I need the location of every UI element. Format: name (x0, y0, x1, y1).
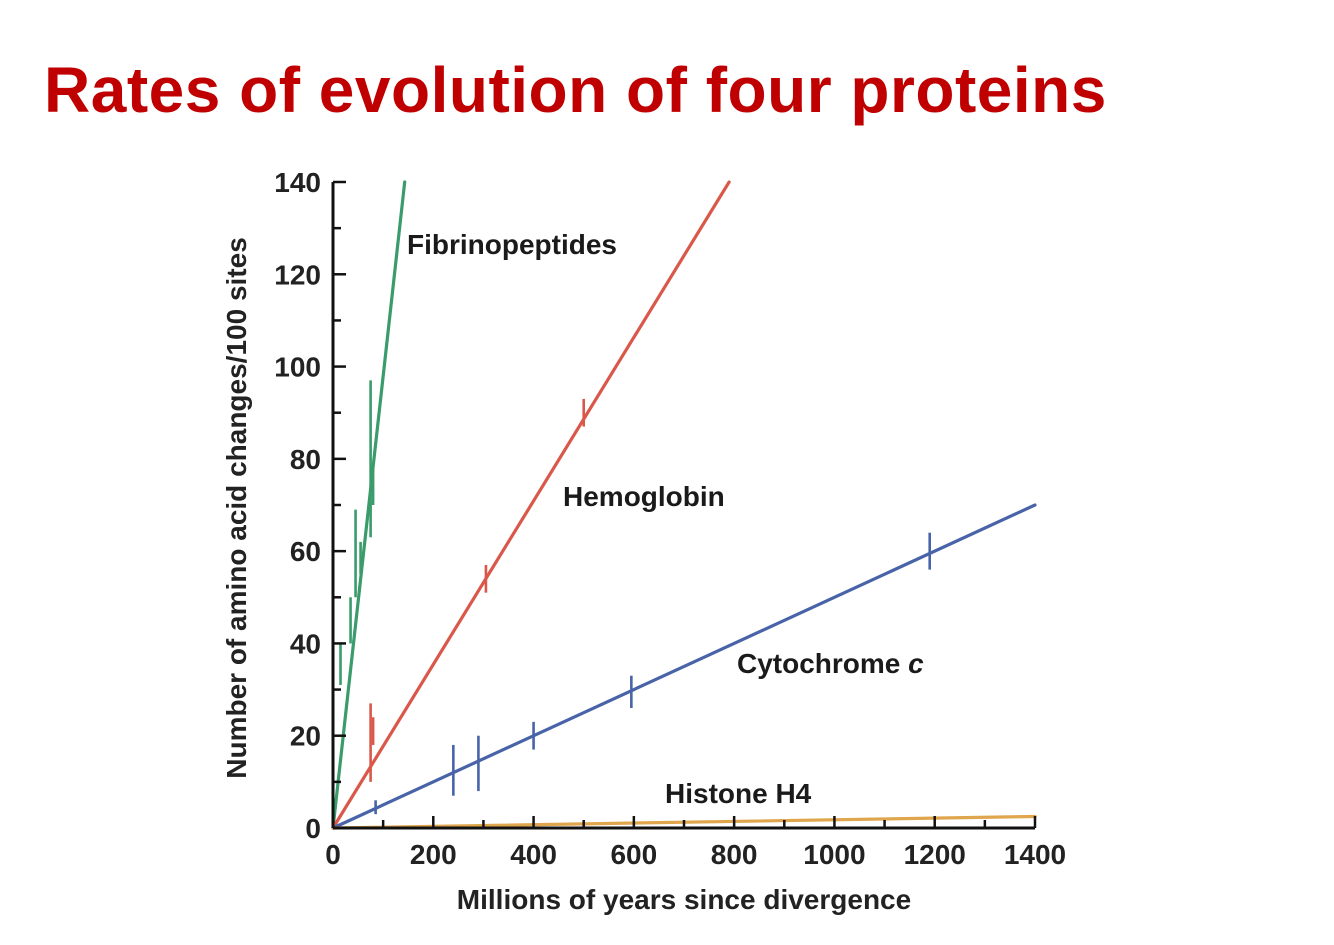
x-tick-label: 600 (610, 839, 657, 870)
y-tick-label: 40 (290, 628, 321, 659)
labels-layer: Fibrinopeptides Hemoglobin Cytochrome c His… (407, 229, 924, 809)
y-axis-title: Number of amino acid changes/100 sites (221, 237, 252, 779)
series-cytochrome-c (331, 503, 1037, 830)
x-tick-label: 1000 (803, 839, 865, 870)
fibrinopeptides-trend-line (331, 180, 407, 830)
y-tick-label: 100 (274, 352, 321, 383)
cytochrome-c-label: Cytochrome c (737, 648, 924, 679)
series-layer (331, 180, 1037, 830)
series-hemoglobin (331, 180, 731, 830)
series-fibrinopeptides (331, 180, 407, 830)
y-tick-label: 60 (290, 536, 321, 567)
x-tick-label: 1400 (1004, 839, 1066, 870)
x-tick-label: 200 (410, 839, 457, 870)
x-tick-label: 1200 (904, 839, 966, 870)
x-axis-title: Millions of years since divergence (457, 884, 911, 915)
x-tick-label: 800 (711, 839, 758, 870)
x-tick-label: 0 (325, 839, 341, 870)
y-tick-label: 20 (290, 721, 321, 752)
histone-h4-label: Histone H4 (665, 778, 812, 809)
hemoglobin-label: Hemoglobin (563, 481, 725, 512)
cytochrome-c-trend-line (331, 503, 1037, 830)
page-title: Rates of evolution of four proteins (44, 54, 1107, 126)
y-tick-label: 140 (274, 167, 321, 198)
y-tick-label: 0 (305, 813, 321, 844)
hemoglobin-trend-line (331, 180, 731, 830)
fibrinopeptides-label: Fibrinopeptides (407, 229, 617, 260)
x-tick-label: 400 (510, 839, 557, 870)
axes-layer: 0 200 400 600 800 1000 1200 1400 0 20 40 60 80 100 120… (221, 167, 1066, 915)
y-tick-label: 80 (290, 444, 321, 475)
y-tick-label: 120 (274, 259, 321, 290)
